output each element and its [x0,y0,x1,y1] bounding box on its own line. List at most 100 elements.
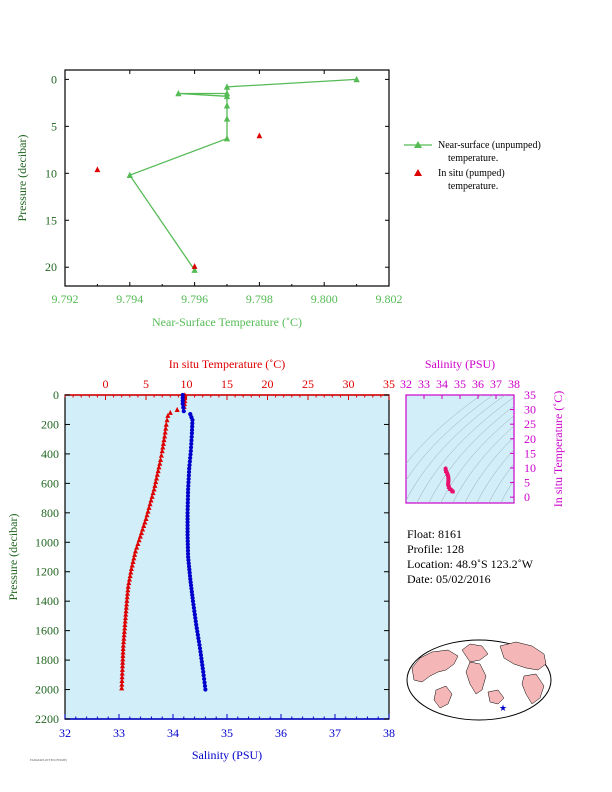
salinity-point [186,483,191,488]
near-surface-point [223,92,231,100]
temperature-point [130,558,136,564]
salinity-point [189,434,194,439]
salinity-point [196,639,202,644]
temperature-point [124,594,130,600]
salinity-point [189,427,195,433]
ts-y-tick-label: 15 [524,446,536,460]
main-x-tick-label: 38 [383,726,395,740]
footer-credit: FADATAPLOTTED (FIXME) [30,758,67,762]
salinity-point [190,595,195,601]
ts-y-tick-label: 30 [524,403,536,417]
salinity-point [191,602,196,607]
main-y-tick-label: 400 [41,447,59,461]
salinity-point [194,622,199,627]
main-y-tick-label: 800 [41,506,59,520]
temperature-point [120,652,126,658]
profile-chart: 32 33 34 35 36 37 38 0 5 10 15 20 25 30 35 0 200 400 600… [6,357,395,762]
temperature-point [162,433,168,439]
salinity-point [187,567,192,572]
legend-label-near-surface: Near-surface (unpumped) [438,140,541,151]
temperature-point [167,409,173,415]
top-x-axis-label: Near-Surface Temperature (˚C) [152,315,302,329]
temperature-point [141,522,147,529]
ts-point [450,488,456,494]
salinity-point [189,589,194,594]
main-x2-tick-label: 0 [103,377,109,391]
salinity-point [185,529,190,534]
top-x-tick-label: 9.798 [246,292,273,306]
temperature-point [174,406,180,412]
main-plot-frame [64,394,390,720]
salinity-point [200,663,205,668]
density-contour [406,395,482,465]
salinity-point [186,473,191,478]
temperature-point [149,493,155,499]
ts-point [446,477,451,482]
temperature-point [161,437,167,443]
main-y-tick-label: 1800 [35,653,59,667]
near-surface-point [223,135,231,142]
salinity-point [185,507,190,512]
salinity-point [186,561,191,566]
salinity-point [198,649,203,654]
profile-number: Profile: 128 [407,542,464,556]
salinity-point [186,558,191,563]
ts-y-tick-label: 5 [524,476,530,490]
temperature-point [164,417,170,423]
ts-point [446,474,451,479]
salinity-point [186,476,191,482]
top-x-tick-label: 9.792 [52,292,79,306]
main-y-tick-label: 2000 [35,683,59,697]
salinity-point [185,535,190,541]
main-x-tick-label: 32 [59,726,71,740]
salinity-point [190,592,195,597]
legend-label-in-situ-2: temperature. [448,181,498,192]
main-x-tick-label: 34 [167,726,179,740]
near-surface-chart: 9.792 9.794 9.796 9.798 9.800 9.802 05101520 … [15,69,403,329]
salinity-point [187,463,192,468]
salinity-point [193,615,198,621]
temperature-point [127,573,133,579]
temperature-point [128,565,134,572]
salinity-point [188,580,193,585]
salinity-point [202,680,207,685]
temperature-point [144,512,150,518]
salinity-point [186,469,192,475]
salinity-point [188,445,194,450]
temperature-point [157,460,163,466]
main-y-axis-label: Pressure (decibar) [6,514,20,601]
near-surface-point [223,115,231,122]
temperature-point [119,677,125,683]
temperature-point [119,674,125,680]
temperature-point [158,457,164,463]
map-land [411,641,547,709]
temperature-point [121,628,127,634]
salinity-point [197,646,203,651]
main-x-tick-label: 35 [221,726,233,740]
temperature-point [120,646,126,652]
ts-y-tick-label: 25 [524,417,536,431]
salinity-point [189,441,194,446]
temperature-point [147,501,153,507]
density-contour [440,415,514,503]
salinity-point [192,612,197,617]
salinity-point [185,523,190,528]
ts-y-tick-label: 35 [524,388,536,402]
main-y-tick-label: 1200 [35,565,59,579]
top-y-tick-label: 10 [45,166,57,180]
near-surface-point [191,266,198,273]
temperature-point [122,618,128,624]
in-situ-point [94,166,101,173]
top-x-tick-label: 9.796 [181,292,208,306]
temperature-point [158,452,164,458]
temperature-point [143,515,149,521]
salinity-point [188,455,193,461]
salinity-point [185,497,190,502]
temperature-point [120,656,126,662]
temperature-point [121,635,127,641]
main-x2-tick-label: 10 [181,377,193,391]
temperature-point [160,444,166,450]
salinity-point [199,659,204,664]
temperature-point [123,611,129,617]
